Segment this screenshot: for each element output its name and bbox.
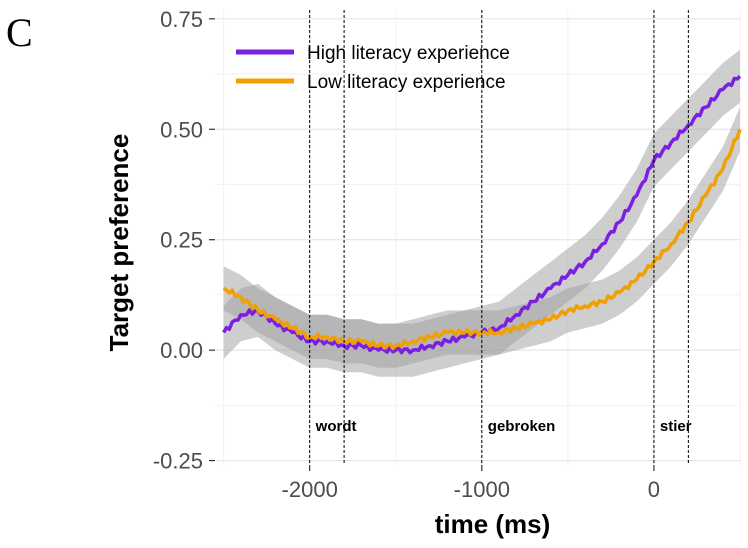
event-label-stier: stier (660, 418, 692, 435)
ribbon-series-1 (223, 107, 741, 368)
y-tick-label: -0.25 (153, 449, 203, 474)
x-tick-labels: -2000 -1000 0 (282, 477, 661, 502)
plot-panel (215, 10, 740, 465)
x-tick-label: -1000 (454, 477, 510, 502)
event-label-wordt: wordt (315, 418, 357, 435)
y-tick-label: 0.00 (160, 338, 203, 363)
panel-letter: C (6, 10, 33, 55)
event-markers (309, 10, 689, 465)
y-axis-title: Target preference (104, 134, 134, 352)
y-tick-label: 0.50 (160, 117, 203, 142)
y-tick-label: 0.25 (160, 228, 203, 253)
legend-label-high: High literacy experience (307, 43, 510, 64)
y-tick-label: 0.75 (160, 7, 203, 32)
legend-label-low: Low literacy experience (307, 72, 506, 93)
x-axis-title: time (ms) (435, 509, 551, 539)
event-labels: wordt gebroken stier (315, 418, 692, 435)
x-tick-label: -2000 (282, 477, 338, 502)
x-tick-label: 0 (648, 477, 660, 502)
y-tick-labels: -0.25 0.00 0.25 0.50 0.75 (153, 7, 203, 474)
legend: High literacy experience Low literacy ex… (236, 43, 510, 93)
axes (209, 18, 655, 471)
event-label-gebroken: gebroken (488, 418, 556, 435)
